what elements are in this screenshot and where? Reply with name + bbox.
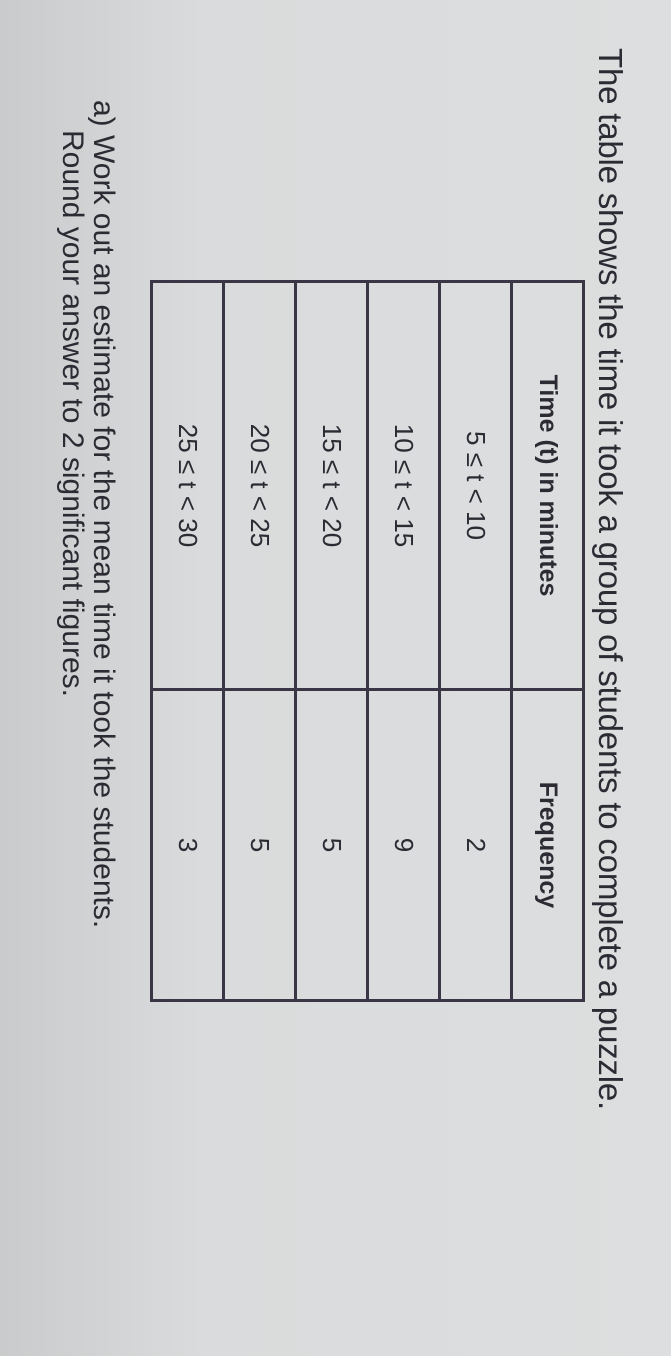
frequency-table: Time (t) in minutes Frequency 5 ≤ t < 10…	[150, 280, 585, 1002]
frequency-cell: 2	[439, 689, 512, 1001]
frequency-cell: 5	[295, 689, 368, 1001]
question-a: a) Work out an estimate for the mean tim…	[56, 100, 120, 929]
frequency-cell: 9	[367, 689, 440, 1001]
header-frequency: Frequency	[511, 689, 584, 1001]
time-cell: 5 ≤ t < 10	[439, 281, 512, 690]
table-row: 10 ≤ t < 15 9	[367, 281, 440, 1001]
table-row: 20 ≤ t < 25 5	[223, 281, 296, 1001]
question-a-line2: Round your answer to 2 significant figur…	[56, 130, 89, 697]
time-cell: 10 ≤ t < 15	[367, 281, 440, 690]
table-row: 25 ≤ t < 30 3	[151, 281, 224, 1001]
header-time: Time (t) in minutes	[511, 281, 584, 690]
table-row: 15 ≤ t < 20 5	[295, 281, 368, 1001]
frequency-cell: 5	[223, 689, 296, 1001]
table-row: 5 ≤ t < 10 2	[439, 281, 512, 1001]
table-header-row: Time (t) in minutes Frequency	[511, 281, 584, 1001]
question-a-line1: a) Work out an estimate for the mean tim…	[87, 100, 120, 929]
time-cell: 25 ≤ t < 30	[151, 281, 224, 690]
time-cell: 15 ≤ t < 20	[295, 281, 368, 690]
frequency-cell: 3	[151, 689, 224, 1001]
question-intro: The table shows the time it took a group…	[592, 48, 629, 1110]
time-cell: 20 ≤ t < 25	[223, 281, 296, 690]
